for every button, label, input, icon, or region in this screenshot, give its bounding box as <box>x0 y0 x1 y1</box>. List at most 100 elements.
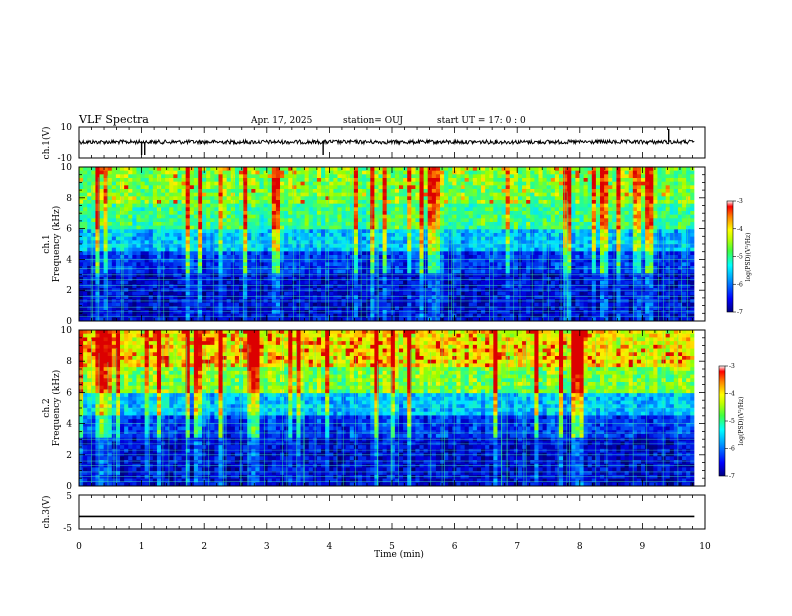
spectrogram-cell <box>301 204 306 208</box>
spectrogram-cell <box>579 266 584 270</box>
spectrogram-cell <box>169 229 174 233</box>
spectrogram-cell <box>136 248 141 252</box>
spectrogram-cell <box>378 171 383 175</box>
spectrogram-cell <box>629 200 634 204</box>
spectrogram-cell <box>223 189 228 193</box>
spectrogram-cell <box>584 248 589 252</box>
spectrogram-cell <box>108 277 113 281</box>
spectrogram-cell <box>391 171 396 175</box>
spectrogram-cell <box>276 270 281 274</box>
spectrogram-cell <box>141 207 146 211</box>
spectrogram-cell <box>666 277 671 281</box>
spectrogram-cell <box>206 255 211 259</box>
spectrogram-cell <box>465 185 470 189</box>
spectrogram-cell <box>141 211 146 215</box>
spectrogram-cell <box>206 218 211 222</box>
spectrogram-cell <box>395 255 400 259</box>
spectrogram-cell <box>473 204 478 208</box>
spectrogram-cell <box>551 255 556 259</box>
spectrogram-cell <box>235 189 240 193</box>
spectrogram-cell <box>452 193 457 197</box>
spectrogram-cell <box>391 196 396 200</box>
spectrogram-cell <box>284 222 289 226</box>
spectrogram-cell <box>415 273 420 277</box>
spectrogram-cell <box>206 204 211 208</box>
spectrogram-cell <box>153 237 158 241</box>
spectrogram-cell <box>145 215 150 219</box>
spectrogram-cell <box>502 196 507 200</box>
spectrogram-cell <box>456 171 461 175</box>
spectrogram-cell <box>112 200 117 204</box>
spectrogram-cell <box>378 226 383 230</box>
spectrogram-cell <box>362 277 367 281</box>
spectrogram-cell <box>514 174 519 178</box>
spectrogram-cell <box>575 277 580 281</box>
spectrogram-cell <box>374 229 379 233</box>
spectrogram-cell <box>604 193 609 197</box>
spectrogram-cell <box>128 204 133 208</box>
spectrogram-cell <box>481 178 486 182</box>
spectrogram-cell <box>407 255 412 259</box>
spectrogram-cell <box>563 174 568 178</box>
spectrogram-cell <box>407 182 412 186</box>
spectrogram-cell <box>477 182 482 186</box>
spectrogram-cell <box>588 277 593 281</box>
spectrogram-cell <box>305 215 310 219</box>
spectrogram-cell <box>177 277 182 281</box>
spectrogram-cell <box>272 251 277 255</box>
spectrogram-cell <box>358 189 363 193</box>
spectrogram-cell <box>169 178 174 182</box>
spectrogram-cell <box>633 171 638 175</box>
spectrogram-cell <box>136 266 141 270</box>
spectrogram-cell <box>674 182 679 186</box>
spectrogram-cell <box>161 207 166 211</box>
spectrogram-cell <box>678 196 683 200</box>
spectrogram-cell <box>165 284 170 288</box>
spectrogram-cell <box>83 273 88 277</box>
spectrogram-cell <box>288 222 293 226</box>
spectrogram-cell <box>686 211 691 215</box>
spectrogram-cell <box>305 178 310 182</box>
spectrogram-cell <box>214 215 219 219</box>
spectrogram-cell <box>288 284 293 288</box>
spectrogram-cell <box>493 244 498 248</box>
spectrogram-cell <box>625 281 630 285</box>
spectrogram-cell <box>674 174 679 178</box>
spectrogram-cell <box>588 211 593 215</box>
spectrogram-cell <box>182 182 187 186</box>
spectrogram-cell <box>653 167 658 171</box>
spectrogram-cell <box>465 277 470 281</box>
spectrogram-cell <box>198 178 203 182</box>
spectrogram-cell <box>272 229 277 233</box>
spectrogram-cell <box>670 215 675 219</box>
spectrogram-cell <box>600 226 605 230</box>
spectrogram-cell <box>637 251 642 255</box>
spectrogram-cell <box>526 277 531 281</box>
spectrogram-cell <box>120 284 125 288</box>
spectrogram-cell <box>342 185 347 189</box>
spectrogram-cell <box>149 211 154 215</box>
spectrogram-cell <box>153 204 158 208</box>
spectrogram-cell <box>190 178 195 182</box>
spectrogram-cell <box>473 273 478 277</box>
spectrogram-cell <box>108 233 113 237</box>
spectrogram-cell <box>112 182 117 186</box>
spectrogram-cell <box>465 273 470 277</box>
spectrogram-cell <box>456 215 461 219</box>
spectrogram-cell <box>239 248 244 252</box>
spectrogram-cell <box>284 251 289 255</box>
spectrogram-cell <box>481 248 486 252</box>
spectrogram-cell <box>321 266 326 270</box>
spectrogram-cell <box>198 185 203 189</box>
spectrogram-cell <box>481 233 486 237</box>
spectrogram-cell <box>149 273 154 277</box>
spectrogram-cell <box>551 204 556 208</box>
spectrogram-cell <box>370 174 375 178</box>
spectrogram-cell <box>145 248 150 252</box>
spectrogram-cell <box>641 171 646 175</box>
spectrogram-cell <box>141 255 146 259</box>
spectrogram-cell <box>202 211 207 215</box>
spectrogram-cell <box>251 222 256 226</box>
spectrogram-cell <box>653 229 658 233</box>
spectrogram-cell <box>489 171 494 175</box>
